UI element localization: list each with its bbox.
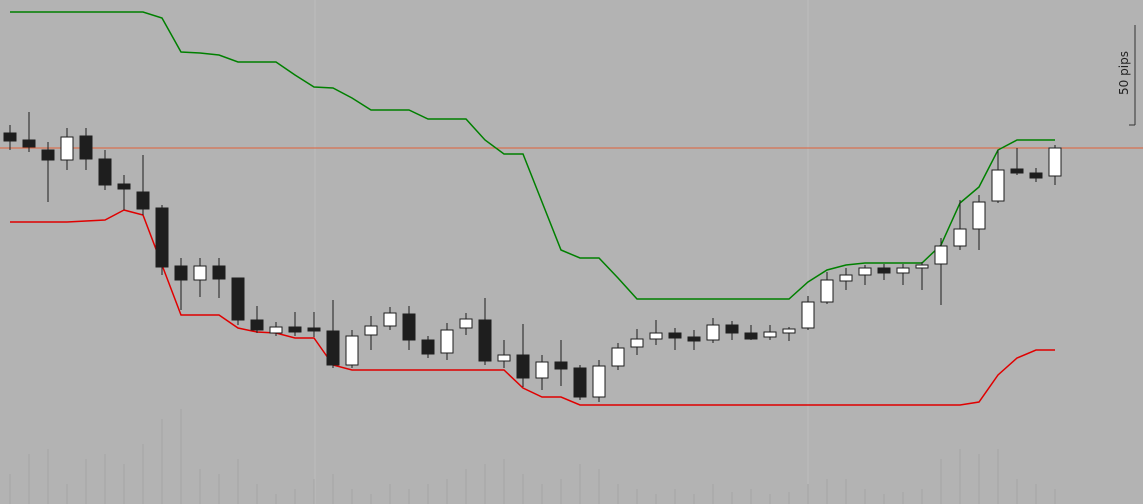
candle-body: [516, 354, 530, 379]
candle-body: [3, 132, 17, 142]
candle-body: [1029, 172, 1043, 179]
candle-body: [250, 319, 264, 331]
candle-body: [136, 191, 150, 210]
candle-body: [79, 135, 93, 160]
candle-body: [896, 267, 910, 274]
candle-body: [326, 330, 340, 366]
candle-body: [41, 149, 55, 161]
candle-body: [383, 312, 397, 327]
candle-body: [497, 354, 511, 362]
candle-body: [155, 207, 169, 268]
candle-body: [554, 361, 568, 370]
candle-body: [801, 301, 815, 329]
candle-body: [535, 361, 549, 379]
candle-body: [839, 274, 853, 282]
candle-body: [345, 335, 359, 366]
candle-body: [706, 324, 720, 341]
candle-body: [573, 367, 587, 398]
candle-body: [820, 279, 834, 303]
candle-body: [687, 336, 701, 342]
candle-body: [98, 158, 112, 186]
candle-body: [915, 264, 929, 269]
channel-line: [10, 11, 1055, 300]
candle-body: [782, 328, 796, 334]
candle-body: [117, 183, 131, 190]
candle-body: [459, 318, 473, 329]
candle-body: [668, 332, 682, 339]
candle-body: [174, 265, 188, 281]
candle-body: [725, 324, 739, 334]
candle-body: [22, 139, 36, 148]
candle-body: [1048, 147, 1062, 177]
candle-body: [991, 169, 1005, 202]
candle-body: [402, 313, 416, 341]
candle-body: [972, 201, 986, 230]
candle-body: [592, 365, 606, 398]
candle-body: [858, 267, 872, 276]
candle-body: [478, 319, 492, 362]
scale-bar-label: 50 pips: [1117, 51, 1131, 95]
candle-body: [877, 267, 891, 274]
candle-body: [953, 228, 967, 247]
candle-body: [421, 339, 435, 355]
candle-body: [269, 326, 283, 334]
candle-body: [630, 338, 644, 348]
candle-body: [1010, 168, 1024, 174]
candle-body: [649, 332, 663, 340]
channel-line: [10, 209, 1055, 406]
candle-body: [212, 265, 226, 280]
candle-body: [763, 331, 777, 338]
candle-body: [440, 329, 454, 354]
candle-body: [744, 332, 758, 340]
candle-body: [934, 245, 948, 265]
candle-body: [231, 277, 245, 321]
candle-body: [364, 325, 378, 336]
candle-body: [307, 327, 321, 332]
candle-body: [611, 347, 625, 367]
candle-body: [60, 136, 74, 161]
candle-body: [193, 265, 207, 281]
candle-body: [288, 326, 302, 333]
